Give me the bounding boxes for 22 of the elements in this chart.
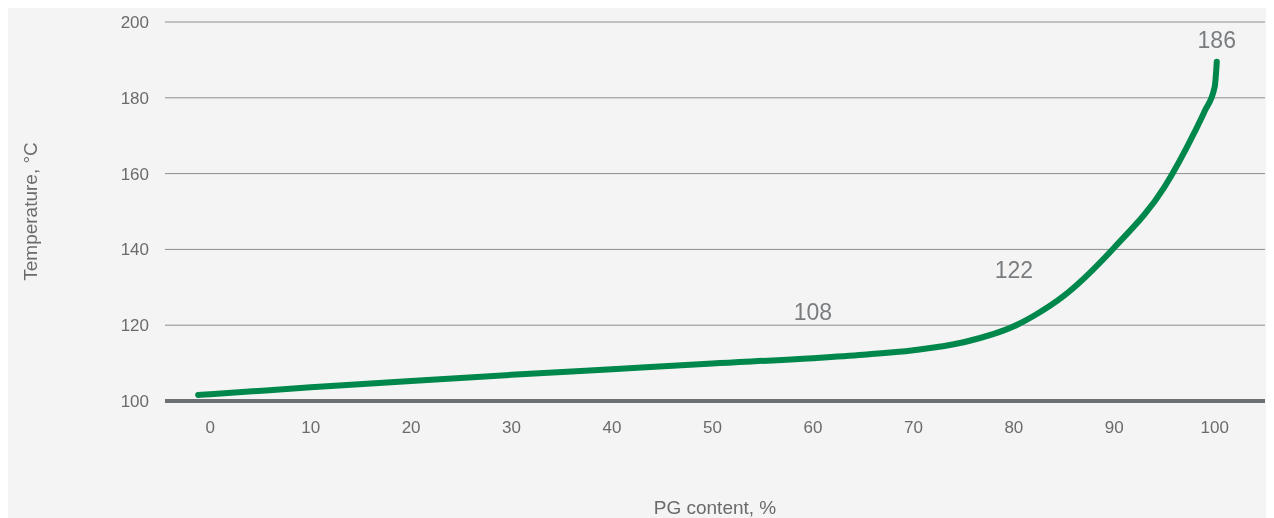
annotation: 108	[793, 299, 833, 326]
y-tick-label: 200	[120, 13, 149, 33]
y-tick-label: 100	[120, 392, 149, 412]
x-tick-label: 70	[903, 418, 923, 438]
annotation: 122	[994, 256, 1034, 283]
y-axis-title: Temperature, °C	[19, 142, 41, 281]
x-tick-label: 90	[1104, 418, 1124, 438]
x-tick-label: 0	[205, 418, 215, 438]
x-axis-title: PG content, %	[653, 497, 777, 518]
y-tick-label: 180	[120, 88, 149, 108]
annotation: 186	[1197, 26, 1236, 53]
x-tick-label: 10	[301, 418, 321, 438]
x-tick-label: 30	[502, 418, 522, 438]
x-tick-label: 100	[1200, 418, 1229, 438]
y-tick-label: 140	[120, 240, 149, 260]
y-tick-label: 160	[120, 164, 149, 184]
x-tick-label: 20	[401, 418, 421, 438]
x-tick-label: 80	[1004, 418, 1024, 438]
y-tick-label: 120	[120, 316, 149, 336]
x-tick-label: 60	[803, 418, 823, 438]
x-tick-label: 40	[602, 418, 622, 438]
x-tick-label: 50	[703, 418, 722, 438]
